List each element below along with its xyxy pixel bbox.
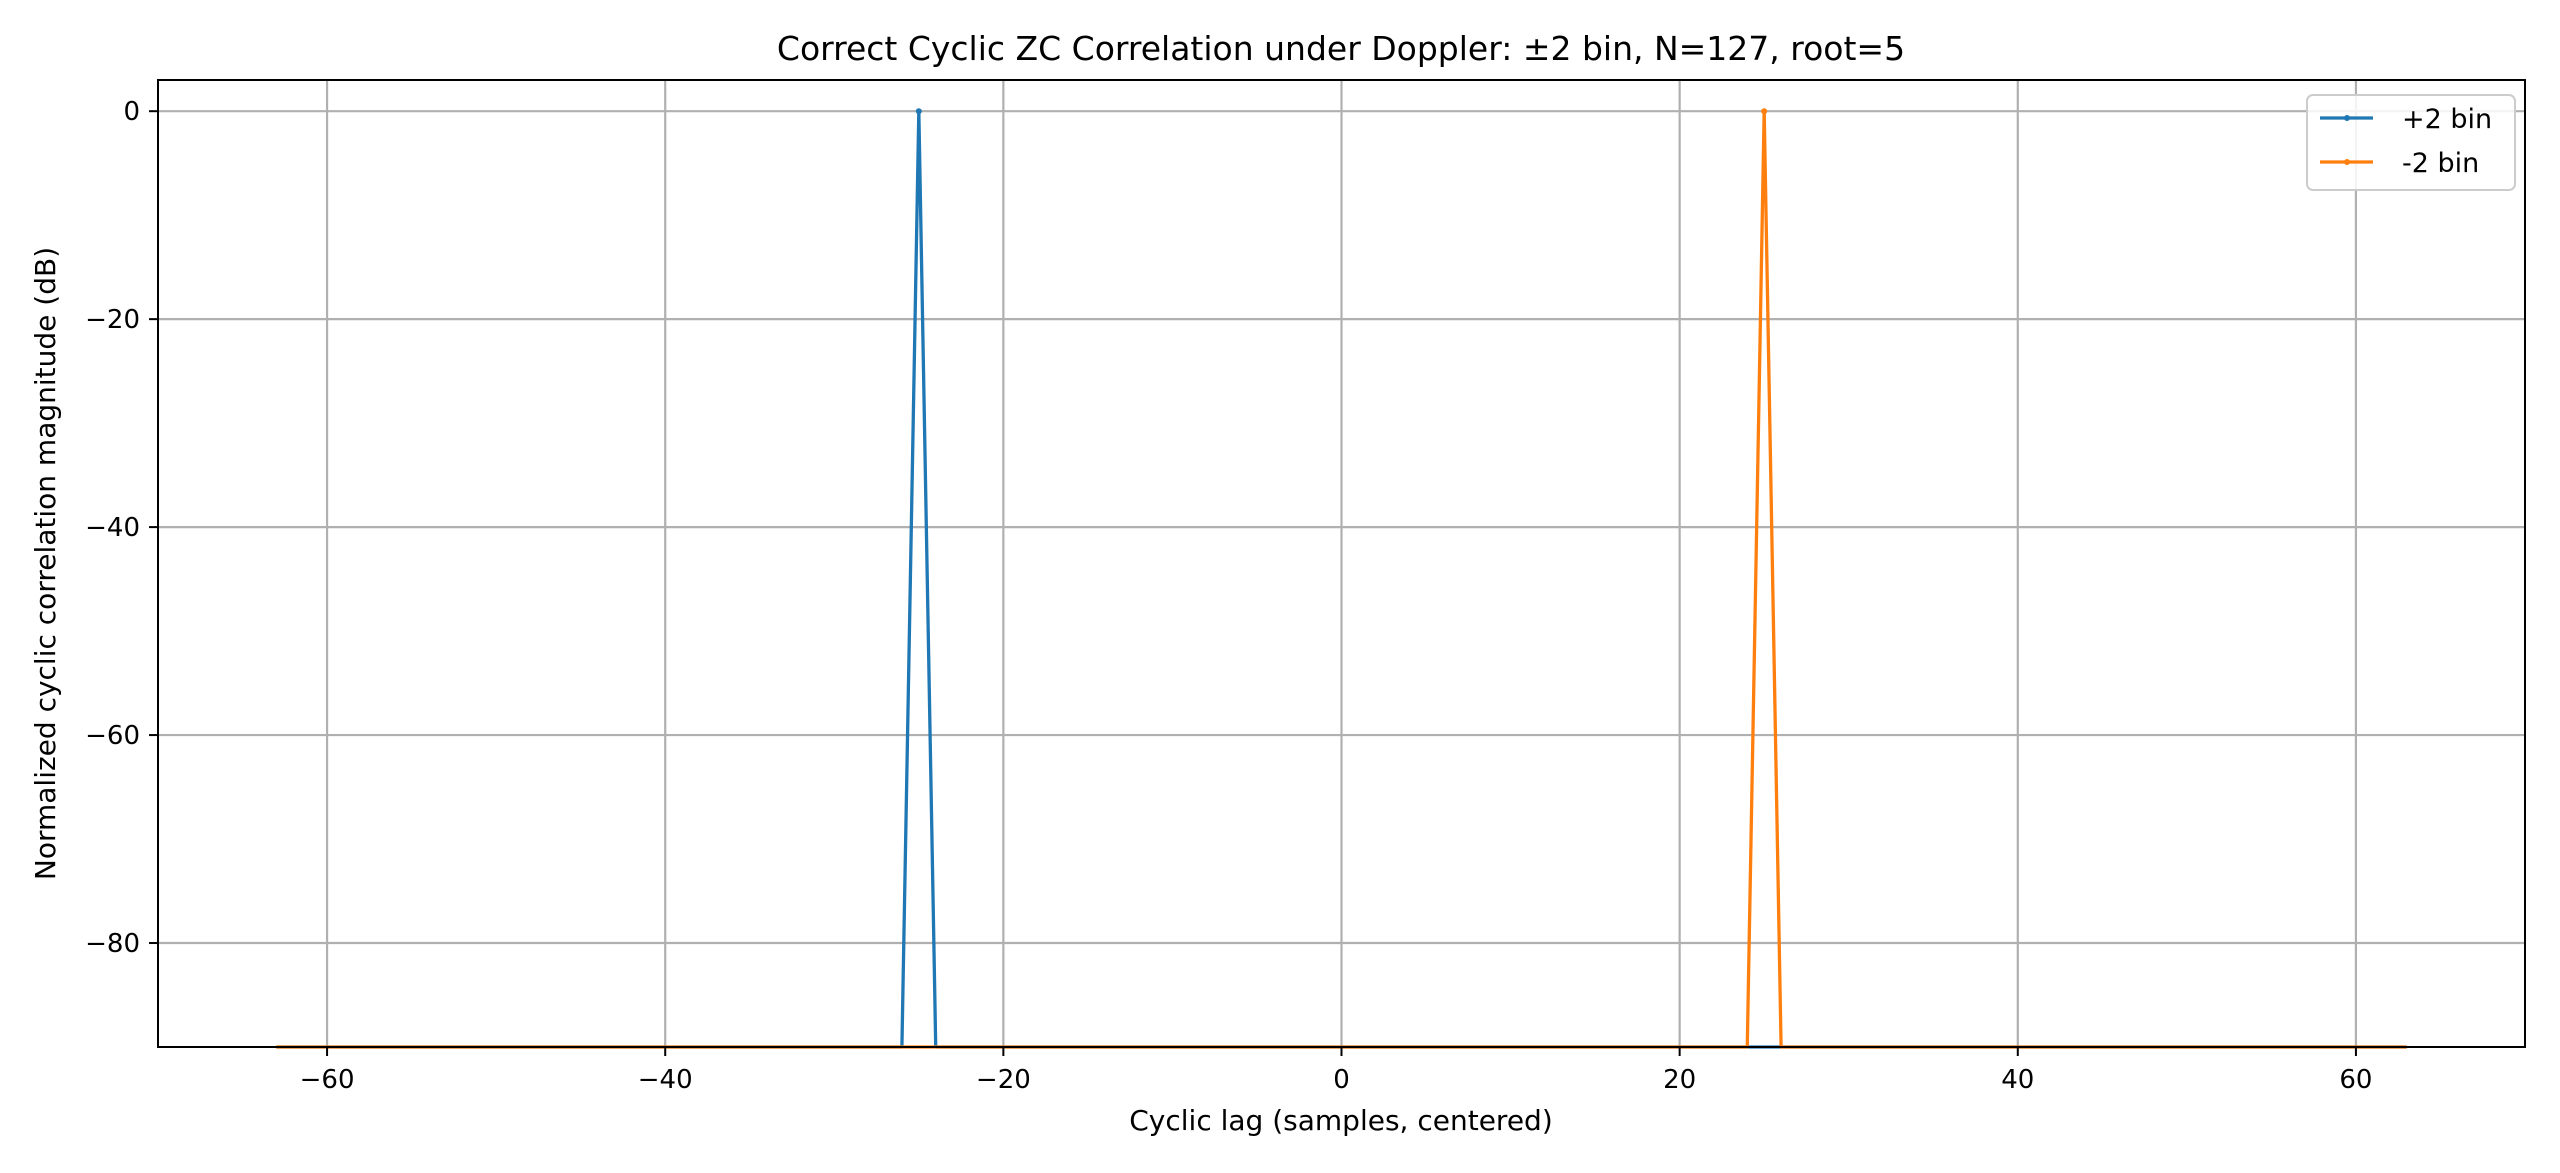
- grid: [158, 80, 2525, 1047]
- legend: +2 bin -2 bin: [2306, 94, 2516, 191]
- data-point-minus-2-bin: [1761, 108, 1768, 115]
- legend-label-minus-2-bin: -2 bin: [2402, 148, 2479, 179]
- data-point-plus-2-bin: [915, 108, 922, 115]
- x-tick-label: 0: [1333, 1065, 1350, 1095]
- x-tick-label: −40: [638, 1065, 693, 1095]
- y-tick-label: −60: [85, 721, 140, 751]
- x-axis-label: Cyclic lag (samples, centered): [1129, 1104, 1553, 1137]
- x-tick-label: 40: [2001, 1065, 2034, 1095]
- legend-marker-plus-2-bin: [2344, 115, 2350, 121]
- x-tick-label: −60: [300, 1065, 355, 1095]
- y-axis-label: Normalized cyclic correlation magnitude …: [29, 247, 62, 880]
- x-axis-ticks: −60 −40 −20 0 20 40 60: [300, 1047, 2372, 1095]
- y-axis-ticks: 0 −20 −40 −60 −80: [85, 97, 158, 959]
- legend-label-plus-2-bin: +2 bin: [2402, 104, 2492, 135]
- y-tick-label: −20: [85, 305, 140, 335]
- legend-marker-minus-2-bin: [2344, 159, 2350, 165]
- x-tick-label: 20: [1663, 1065, 1696, 1095]
- x-tick-label: 60: [2339, 1065, 2372, 1095]
- chart-title: Correct Cyclic ZC Correlation under Dopp…: [777, 29, 1905, 68]
- y-tick-label: −40: [85, 513, 140, 543]
- x-tick-label: −20: [976, 1065, 1031, 1095]
- y-tick-label: −80: [85, 929, 140, 959]
- y-tick-label: 0: [123, 97, 140, 127]
